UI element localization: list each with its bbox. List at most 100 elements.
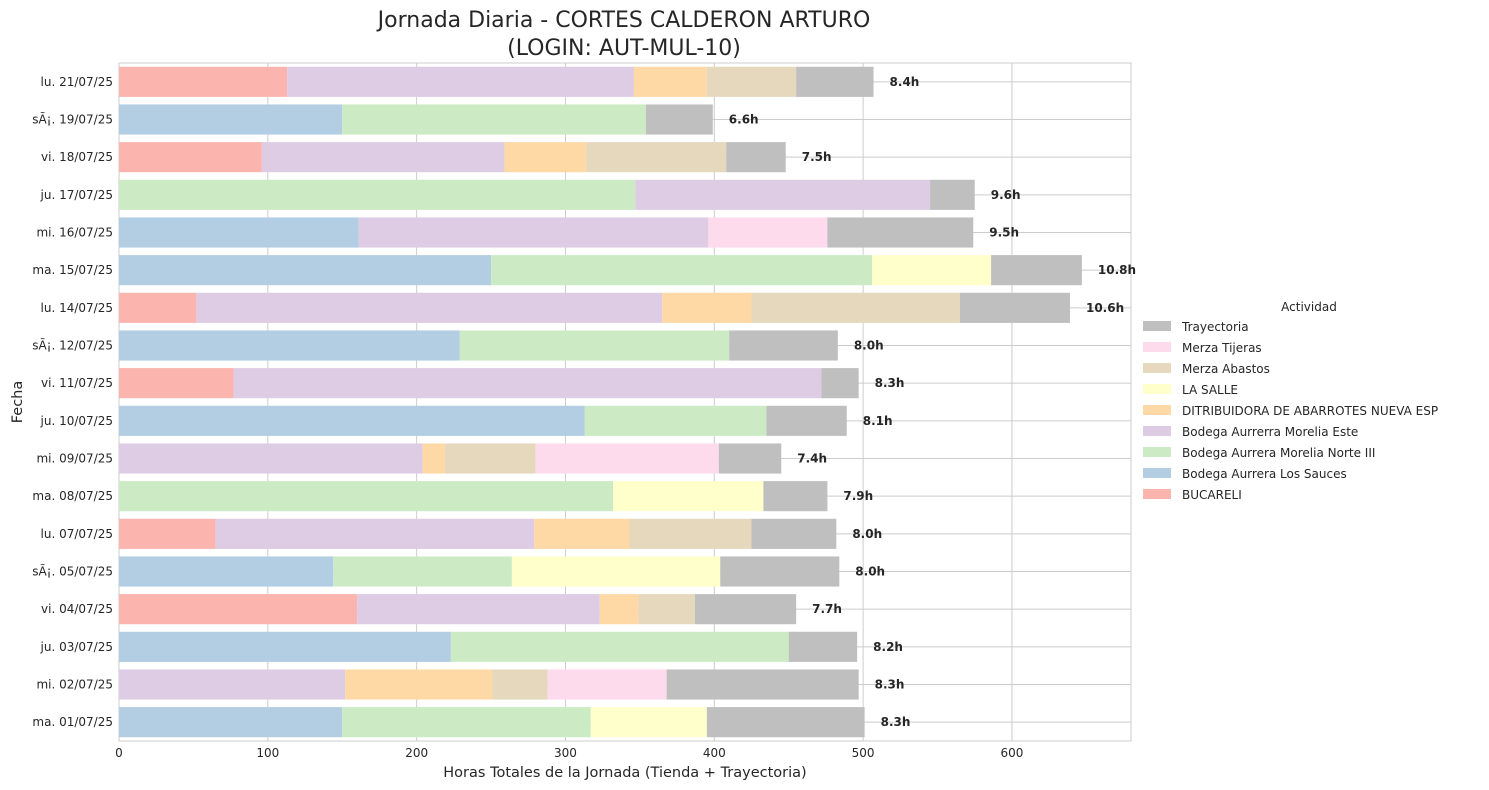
bar-total-label: 8.1h bbox=[863, 414, 893, 428]
bar-segment bbox=[751, 518, 837, 549]
bar-segment bbox=[119, 142, 262, 173]
bar-total-label: 8.0h bbox=[852, 527, 882, 541]
y-tick-label: sÃ¡. 19/07/25 bbox=[32, 112, 113, 127]
y-axis-label: Fecha bbox=[10, 381, 26, 424]
y-tick-label: mi. 02/07/25 bbox=[36, 678, 113, 692]
bar-segment bbox=[827, 217, 974, 248]
x-tick-label: 500 bbox=[852, 746, 875, 760]
bar-segment bbox=[196, 292, 663, 323]
chart-title: Jornada Diaria - CORTES CALDERON ARTURO bbox=[376, 8, 871, 33]
y-tick-label: sÃ¡. 05/07/25 bbox=[32, 564, 113, 579]
bar-total-label: 8.2h bbox=[873, 640, 903, 654]
y-tick-label: lu. 21/07/25 bbox=[41, 75, 113, 89]
y-tick-label: lu. 14/07/25 bbox=[41, 301, 113, 315]
bar-segment bbox=[459, 330, 730, 361]
y-tick-label: mi. 09/07/25 bbox=[36, 452, 113, 466]
bars bbox=[119, 66, 1082, 738]
legend-entry: Bodega Aurrera Morelia Norte III bbox=[1182, 446, 1375, 460]
legend-swatch bbox=[1143, 363, 1171, 373]
bar-total-label: 7.9h bbox=[843, 489, 873, 503]
y-tick-label: lu. 07/07/25 bbox=[41, 527, 113, 541]
bar-segment bbox=[342, 104, 646, 135]
bar-segment bbox=[119, 255, 492, 286]
bar-segment bbox=[633, 66, 707, 97]
bar-segment bbox=[119, 217, 359, 248]
bar-segment bbox=[504, 142, 587, 173]
y-tick-label: ma. 15/07/25 bbox=[32, 263, 113, 277]
bar-segment bbox=[694, 594, 797, 625]
y-tick-label: vi. 11/07/25 bbox=[41, 376, 113, 390]
bar-segment bbox=[788, 631, 858, 662]
bar-segment bbox=[718, 443, 782, 474]
bar-segment bbox=[119, 292, 197, 323]
bar-segment bbox=[450, 631, 789, 662]
x-tick-label: 300 bbox=[554, 746, 577, 760]
bar-segment bbox=[342, 707, 591, 738]
legend-entry: Bodega Aurrerra Morelia Este bbox=[1182, 425, 1358, 439]
bar-segment bbox=[635, 179, 931, 210]
bar-total-label: 10.8h bbox=[1098, 263, 1136, 277]
bar-segment bbox=[763, 481, 828, 512]
bar-total-label: 8.3h bbox=[875, 376, 905, 390]
bar-segment bbox=[751, 292, 960, 323]
legend-swatch bbox=[1143, 468, 1171, 478]
bar-segment bbox=[821, 368, 859, 399]
y-tick-label: ju. 10/07/25 bbox=[40, 414, 113, 428]
y-tick-label: ju. 03/07/25 bbox=[40, 640, 113, 654]
bar-total-label: 6.6h bbox=[729, 113, 759, 127]
bar-segment bbox=[613, 481, 764, 512]
bar-segment bbox=[706, 707, 865, 738]
bar-total-label: 9.6h bbox=[991, 188, 1021, 202]
bar-total-label: 8.0h bbox=[855, 565, 885, 579]
x-tick-label: 0 bbox=[115, 746, 123, 760]
x-tick-label: 200 bbox=[405, 746, 428, 760]
y-tick-label: ma. 01/07/25 bbox=[32, 715, 113, 729]
x-tick-label: 400 bbox=[703, 746, 726, 760]
bar-segment bbox=[119, 179, 636, 210]
bar-segment bbox=[535, 443, 719, 474]
bar-segment bbox=[119, 368, 234, 399]
legend-swatch bbox=[1143, 321, 1171, 331]
legend-title: Actividad bbox=[1281, 300, 1337, 314]
bar-segment bbox=[287, 66, 634, 97]
x-axis-label: Horas Totales de la Jornada (Tienda + Tr… bbox=[443, 765, 806, 781]
legend-entry: Trayectoria bbox=[1181, 320, 1249, 334]
bar-total-label: 7.5h bbox=[802, 150, 832, 164]
bar-segment bbox=[119, 518, 216, 549]
bar-segment bbox=[422, 443, 445, 474]
y-tick-label: vi. 04/07/25 bbox=[41, 602, 113, 616]
bar-segment bbox=[547, 669, 667, 700]
bar-segment bbox=[629, 518, 752, 549]
x-tick-label: 600 bbox=[1000, 746, 1023, 760]
bar-segment bbox=[599, 594, 639, 625]
x-tick-label: 100 bbox=[256, 746, 279, 760]
bar-total-label: 9.5h bbox=[989, 226, 1019, 240]
bar-segment bbox=[119, 594, 358, 625]
y-tick-label: ma. 08/07/25 bbox=[32, 489, 113, 503]
bar-segment bbox=[666, 669, 859, 700]
x-axis-tick-labels: 0 100 200 300 400 500 600 bbox=[115, 746, 1023, 760]
bar-segment bbox=[726, 142, 786, 173]
bar-segment bbox=[586, 142, 727, 173]
legend-entry: Merza Abastos bbox=[1182, 362, 1270, 376]
bar-segment bbox=[720, 556, 840, 587]
y-axis-tick-labels: lu. 21/07/25 sÃ¡. 19/07/25 vi. 18/07/25 ju.… bbox=[32, 75, 113, 729]
legend-entry: Merza Tijeras bbox=[1182, 341, 1262, 355]
bar-segment bbox=[590, 707, 707, 738]
bar-segment bbox=[357, 594, 600, 625]
bar-total-label: 8.3h bbox=[875, 678, 905, 692]
bar-segment bbox=[511, 556, 721, 587]
legend-entry: Bodega Aurrera Los Sauces bbox=[1182, 467, 1347, 481]
bar-segment bbox=[444, 443, 536, 474]
bar-segment bbox=[491, 255, 873, 286]
legend-swatch bbox=[1143, 405, 1171, 415]
bar-segment bbox=[638, 594, 695, 625]
y-tick-label: vi. 18/07/25 bbox=[41, 150, 113, 164]
bar-total-label: 7.7h bbox=[812, 602, 842, 616]
bar-segment bbox=[119, 669, 346, 700]
bar-total-label: 8.3h bbox=[881, 715, 911, 729]
bar-segment bbox=[796, 66, 874, 97]
bar-total-label: 8.0h bbox=[854, 339, 884, 353]
bar-segment bbox=[119, 405, 585, 436]
